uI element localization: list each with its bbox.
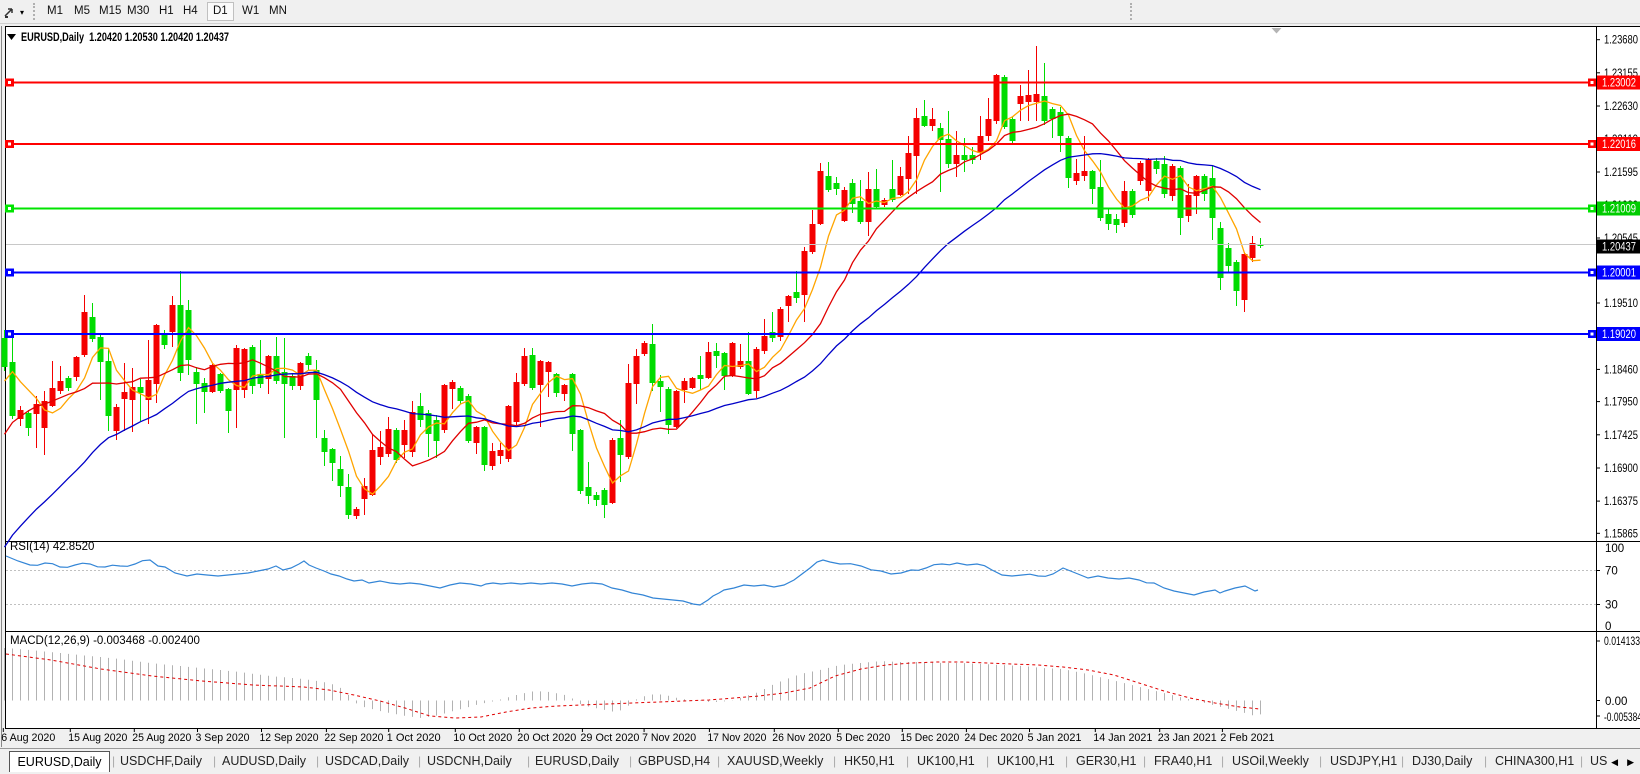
svg-text:70: 70 (1605, 566, 1618, 578)
svg-text:30: 30 (1605, 600, 1618, 612)
svg-text:6 Aug 2020: 6 Aug 2020 (1, 732, 55, 744)
svg-text:MACD(12,26,9) -0.003468 -0.002: MACD(12,26,9) -0.003468 -0.002400 (10, 635, 200, 647)
svg-text:0.014133: 0.014133 (1604, 636, 1640, 648)
svg-text:0: 0 (1605, 621, 1611, 633)
svg-text:1.22630: 1.22630 (1604, 101, 1638, 113)
svg-text:20 Oct 2020: 20 Oct 2020 (517, 732, 576, 744)
svg-text:24 Dec 2020: 24 Dec 2020 (964, 732, 1023, 744)
svg-text:-0.005384: -0.005384 (1604, 712, 1640, 724)
svg-text:10 Oct 2020: 10 Oct 2020 (453, 732, 512, 744)
svg-text:3 Sep 2020: 3 Sep 2020 (196, 732, 250, 744)
svg-text:1.19510: 1.19510 (1604, 298, 1638, 310)
svg-text:1.15865: 1.15865 (1604, 528, 1638, 540)
svg-text:1.23002: 1.23002 (1602, 78, 1636, 90)
svg-text:1.21009: 1.21009 (1602, 204, 1636, 216)
svg-text:29 Oct 2020: 29 Oct 2020 (580, 732, 639, 744)
svg-text:0.00: 0.00 (1605, 696, 1627, 708)
svg-text:1.22016: 1.22016 (1602, 139, 1636, 151)
svg-text:5 Jan 2021: 5 Jan 2021 (1028, 732, 1082, 744)
svg-text:1.20437: 1.20437 (1602, 242, 1636, 254)
svg-text:2 Feb 2021: 2 Feb 2021 (1220, 732, 1274, 744)
svg-text:100: 100 (1605, 543, 1624, 555)
svg-text:7 Nov 2020: 7 Nov 2020 (642, 732, 696, 744)
svg-text:1.23680: 1.23680 (1604, 35, 1638, 47)
svg-text:14 Jan 2021: 14 Jan 2021 (1093, 732, 1152, 744)
svg-text:1 Oct 2020: 1 Oct 2020 (387, 732, 441, 744)
svg-text:26 Nov 2020: 26 Nov 2020 (772, 732, 831, 744)
svg-text:1.17425: 1.17425 (1604, 430, 1638, 442)
svg-text:22 Sep 2020: 22 Sep 2020 (324, 732, 383, 744)
svg-text:1.19020: 1.19020 (1602, 329, 1636, 341)
svg-text:15 Aug 2020: 15 Aug 2020 (68, 732, 127, 744)
svg-text:1.20001: 1.20001 (1602, 268, 1636, 280)
svg-text:25 Aug 2020: 25 Aug 2020 (132, 732, 191, 744)
svg-text:17 Nov 2020: 17 Nov 2020 (707, 732, 766, 744)
svg-text:12 Sep 2020: 12 Sep 2020 (260, 732, 319, 744)
svg-text:1.18460: 1.18460 (1604, 364, 1638, 376)
svg-text:5 Dec 2020: 5 Dec 2020 (836, 732, 890, 744)
svg-text:RSI(14) 42.8520: RSI(14) 42.8520 (10, 541, 94, 553)
svg-text:1.17950: 1.17950 (1604, 397, 1638, 409)
svg-text:15 Dec 2020: 15 Dec 2020 (900, 732, 959, 744)
svg-text:EURUSD,Daily 1.20420 1.20530: EURUSD,Daily 1.20420 1.20530 1.20420 1.2… (21, 32, 229, 44)
svg-text:1.16900: 1.16900 (1604, 463, 1638, 475)
svg-text:1.21595: 1.21595 (1604, 167, 1638, 179)
svg-text:23 Jan 2021: 23 Jan 2021 (1158, 732, 1217, 744)
svg-text:1.16375: 1.16375 (1604, 496, 1638, 508)
